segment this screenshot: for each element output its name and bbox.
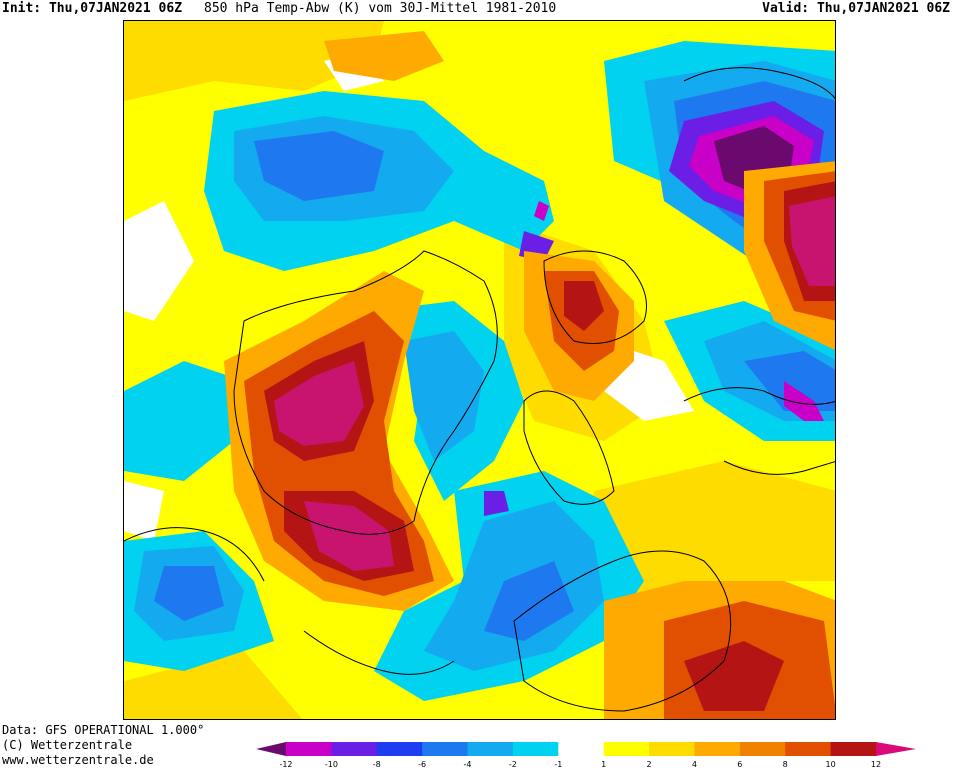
legend-tick-label: -1 [554,760,562,769]
legend-tick-label: 12 [871,760,881,769]
map-title: 850 hPa Temp-Abw (K) vom 30J-Mittel 1981… [204,1,557,16]
legend-bin [512,742,559,756]
init-label: Init: [2,1,42,16]
init-time: Init: Thu,07JAN2021 06Z [2,0,182,20]
legend-bin [603,742,650,756]
anomaly-map [123,20,836,720]
website: www.wetterzentrale.de [2,753,154,767]
legend-tick-label: -12 [279,760,292,769]
legend-tick-label: 1 [601,760,606,769]
legend-bin [785,742,832,756]
legend-tick-label: -10 [325,760,338,769]
legend-bin [830,742,877,756]
copyright: (C) Wetterzentrale [2,738,133,752]
valid-time: Valid: Thu,07JAN2021 06Z [762,0,950,20]
data-source: Data: GFS OPERATIONAL 1.000° [2,723,205,737]
legend-tick-label: 8 [783,760,788,769]
legend-svg: -12 -10 -8 -6 -4 -2 -1 1 2 4 6 8 10 12 [256,742,916,769]
legend-bin [422,742,469,756]
legend-bin [286,742,332,756]
legend-bin [331,742,378,756]
legend-bin [739,742,786,756]
legend-tick-label: -6 [418,760,426,769]
legend-tick-label: 6 [737,760,742,769]
valid-label: Valid: [762,1,810,16]
legend-bin [376,742,423,756]
legend-tick-label: -2 [509,760,517,769]
legend-bin [558,742,605,756]
legend-bin [649,742,695,756]
legend-bin [694,742,741,756]
map-canvas [124,21,835,719]
legend-arrow-high [876,742,916,756]
color-legend: -12 -10 -8 -6 -4 -2 -1 1 2 4 6 8 10 12 [256,740,956,776]
warm-crimson-regions [274,196,835,571]
legend-tick-label: 10 [826,760,836,769]
legend-tick-label: 2 [647,760,652,769]
legend-arrow-low [256,742,286,756]
coastlines [124,67,835,712]
init-value: Thu,07JAN2021 06Z [48,1,183,16]
valid-value: Thu,07JAN2021 06Z [816,1,950,16]
legend-tick-label: -4 [464,760,472,769]
legend-tick-label: 4 [692,760,697,769]
legend-tick-label: -8 [373,760,381,769]
legend-bin [467,742,514,756]
